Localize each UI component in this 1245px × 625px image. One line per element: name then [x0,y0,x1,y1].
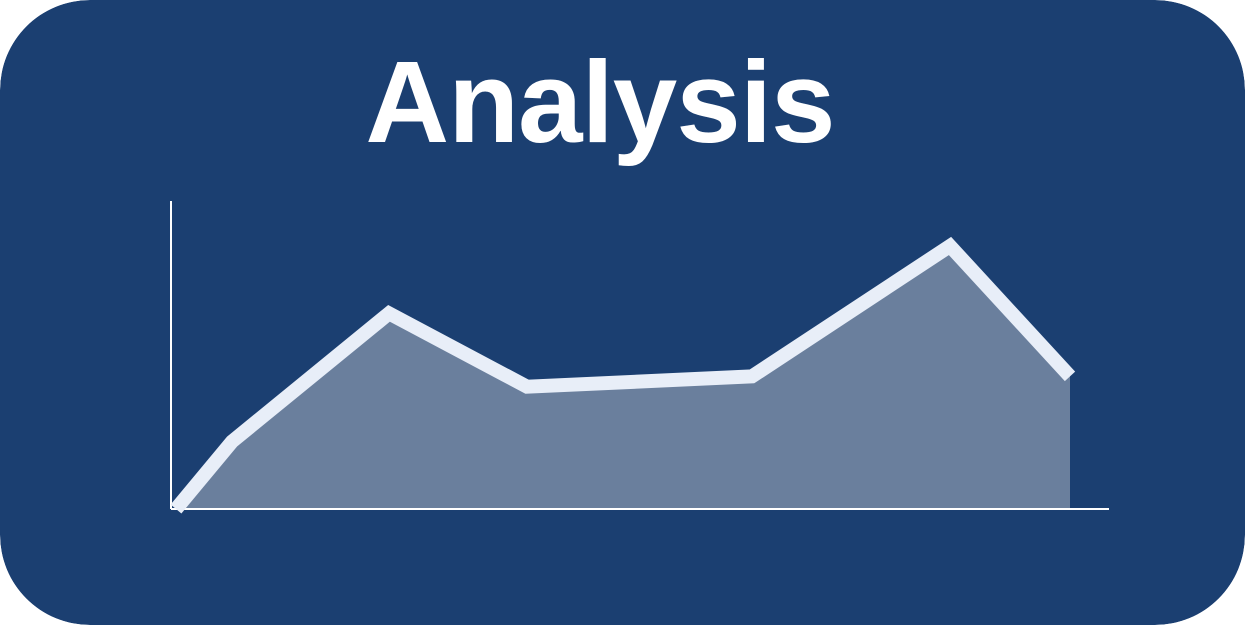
chart-title: Analysis [365,37,835,167]
plot-area [170,201,1109,514]
area-fill [176,245,1070,509]
series-line [170,236,1076,514]
